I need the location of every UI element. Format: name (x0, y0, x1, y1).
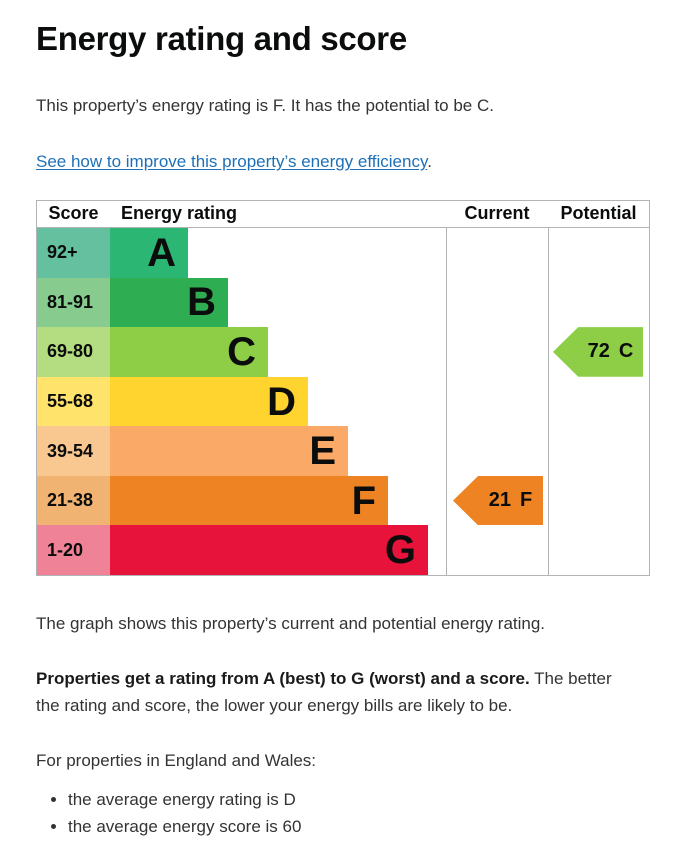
intro-text: This property’s energy rating is F. It h… (36, 96, 494, 115)
column-header-score: Score (48, 203, 99, 223)
rating-description-rest: The better (529, 669, 612, 688)
rating-row: 21-38 F (37, 475, 649, 526)
score-cell: 69-80 (37, 327, 110, 377)
rating-letter: E (309, 429, 336, 474)
link-suffix: . (427, 152, 432, 171)
regions-intro: For properties in England and Wales: (36, 751, 317, 770)
page-title: Energy rating and score (36, 20, 407, 57)
rating-letter: C (227, 329, 256, 374)
rating-bar: C (110, 327, 268, 377)
rating-letter: D (267, 379, 296, 424)
rating-row: 69-80 C (37, 327, 649, 377)
rating-letter: B (187, 280, 216, 325)
rating-letter: G (384, 528, 416, 573)
averages-list: the average energy rating is D the avera… (36, 786, 657, 840)
chart-header-row: Score Energy rating Current Potential (37, 201, 649, 228)
list-item-average-rating: the average energy rating is D (68, 786, 657, 813)
list-item-average-score: the average energy score is 60 (68, 813, 657, 840)
score-cell: 39-54 (37, 426, 110, 476)
rating-description-line2: the rating and score, the lower your ene… (36, 696, 513, 715)
improve-link-paragraph: See how to improve this property’s energ… (36, 150, 657, 173)
column-divider (548, 201, 549, 575)
rating-bar: G (110, 525, 428, 576)
score-cell: 1-20 (37, 525, 110, 576)
rating-letter: A (147, 230, 176, 275)
rating-row: 55-68 D (37, 376, 649, 427)
current-score: 21 (488, 489, 512, 512)
rating-row: 39-54 E (37, 426, 649, 476)
potential-letter: C (618, 340, 634, 363)
rating-row: 92+ A (37, 228, 649, 278)
rating-letter: F (351, 478, 376, 523)
rating-bar: D (110, 376, 308, 427)
current-letter: F (520, 489, 533, 512)
rating-bar: E (110, 426, 348, 476)
rating-bar: F (110, 475, 388, 526)
column-divider (446, 201, 447, 575)
rating-description: Properties get a rating from A (best) to… (36, 665, 657, 719)
potential-score: 72 (587, 340, 610, 363)
improve-efficiency-link[interactable]: See how to improve this property’s energ… (36, 152, 428, 171)
rating-description-bold: Properties get a rating from A (best) to… (36, 669, 530, 688)
rating-row: 81-91 B (37, 277, 649, 328)
rating-bar: A (110, 228, 188, 278)
score-cell: 81-91 (37, 277, 110, 328)
score-cell: 55-68 (37, 376, 110, 427)
score-cell: 21-38 (37, 475, 110, 526)
rating-rows: 92+ A 81-91 B 69-80 C 55-68 D 39-54 E 21… (37, 228, 649, 576)
column-header-potential: Potential (560, 203, 637, 223)
energy-rating-chart: Score Energy rating Current Potential 92… (36, 200, 650, 576)
rating-bar: B (110, 277, 228, 328)
column-header-rating: Energy rating (121, 203, 238, 223)
column-header-current: Current (464, 203, 530, 223)
score-cell: 92+ (37, 228, 110, 278)
rating-row: 1-20 G (37, 525, 649, 576)
graph-caption: The graph shows this property’s current … (36, 614, 546, 633)
